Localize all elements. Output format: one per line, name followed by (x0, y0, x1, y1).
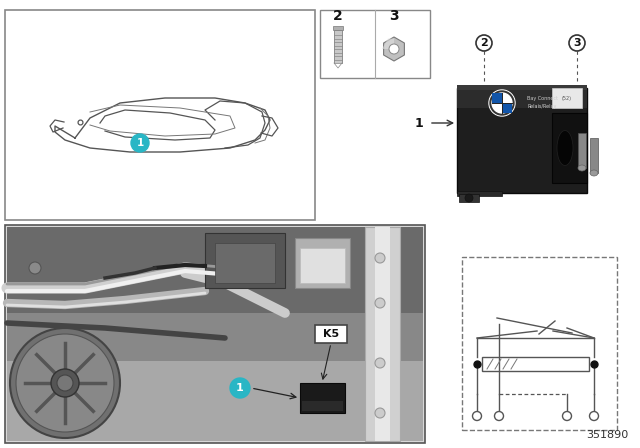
Bar (5, 10, 315, 220)
Circle shape (375, 298, 385, 308)
Circle shape (472, 412, 481, 421)
Text: 1: 1 (136, 138, 143, 148)
Bar (7, 227, 423, 323)
Bar (365, 227, 400, 441)
Bar (457, 191, 502, 196)
Circle shape (489, 90, 515, 116)
Text: 2: 2 (333, 9, 343, 23)
Bar (7, 313, 423, 363)
Bar (462, 257, 617, 430)
Circle shape (490, 91, 514, 115)
Bar (215, 243, 275, 283)
Bar (333, 26, 343, 30)
Bar (300, 383, 345, 413)
Circle shape (492, 93, 512, 113)
Ellipse shape (578, 165, 586, 171)
Circle shape (495, 412, 504, 421)
Text: 2: 2 (480, 38, 488, 48)
Bar (375, 227, 390, 441)
Polygon shape (502, 103, 512, 113)
Text: 1: 1 (236, 383, 244, 393)
Bar (302, 401, 343, 411)
Circle shape (465, 194, 473, 202)
Text: 351890: 351890 (586, 430, 628, 440)
Circle shape (10, 328, 120, 438)
Bar (578, 133, 586, 168)
Circle shape (29, 262, 41, 274)
Bar (5, 225, 425, 443)
Circle shape (375, 358, 385, 368)
Bar (482, 357, 589, 371)
Bar (205, 233, 285, 288)
Text: (52): (52) (562, 95, 572, 100)
Circle shape (589, 412, 598, 421)
Circle shape (563, 412, 572, 421)
Bar (459, 194, 479, 202)
Circle shape (131, 134, 149, 152)
Bar (590, 138, 598, 173)
Ellipse shape (557, 130, 573, 165)
Bar (552, 88, 582, 108)
Bar (320, 10, 430, 78)
Circle shape (230, 378, 250, 398)
Text: K5: K5 (323, 329, 339, 339)
Text: 3: 3 (573, 38, 581, 48)
Bar (457, 88, 587, 193)
Polygon shape (492, 93, 502, 103)
Bar (552, 113, 587, 183)
Circle shape (476, 35, 492, 51)
Bar (315, 325, 347, 343)
Circle shape (51, 369, 79, 397)
Circle shape (389, 44, 399, 54)
Bar (295, 238, 350, 288)
Bar (300, 248, 345, 283)
Bar (7, 227, 423, 441)
Polygon shape (382, 39, 394, 49)
Circle shape (16, 334, 114, 432)
Bar (7, 361, 423, 441)
Ellipse shape (590, 170, 598, 176)
Circle shape (375, 253, 385, 263)
Bar (334, 30, 342, 63)
Text: 1: 1 (415, 116, 424, 129)
Circle shape (569, 35, 585, 51)
Text: 3: 3 (389, 9, 399, 23)
Circle shape (375, 408, 385, 418)
Bar (457, 85, 587, 90)
Text: Relais/Relay: Relais/Relay (527, 104, 556, 109)
Text: Bay Connect: Bay Connect (527, 96, 558, 101)
Bar (457, 90, 587, 108)
Circle shape (57, 375, 73, 391)
Polygon shape (383, 37, 404, 61)
